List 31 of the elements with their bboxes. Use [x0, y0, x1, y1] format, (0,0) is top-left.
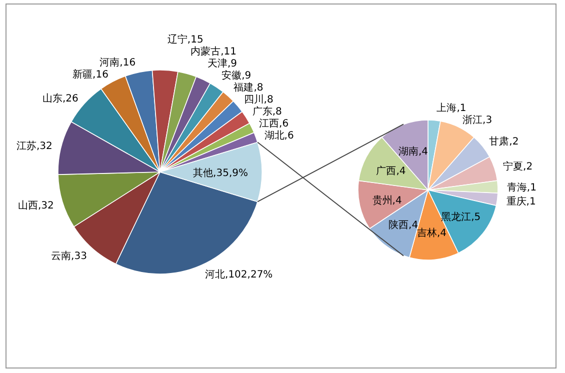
- slice-label: 河南,16: [100, 56, 136, 69]
- slice-label: 浙江,3: [462, 114, 492, 126]
- slice-label: 陕西,4: [388, 218, 418, 231]
- slice-label: 广西,4: [376, 165, 406, 178]
- slice-label: 青海,1: [506, 181, 536, 194]
- slice-label: 辽宁,15: [167, 33, 204, 46]
- slice-label: 河北,102: [205, 268, 248, 281]
- slice-label: 山西,32: [18, 199, 54, 212]
- slice-label: 新疆,16: [72, 68, 108, 81]
- slice-label: 湖南,4: [398, 146, 428, 158]
- text: ,27%: [247, 270, 273, 281]
- slice-label: 福建,8: [234, 81, 264, 94]
- slice-label: 江苏,32: [16, 140, 52, 152]
- slice-label: 云南,33: [51, 250, 87, 262]
- slice-label: 重庆,1: [506, 196, 536, 208]
- slice-label: 内蒙古,11: [190, 45, 236, 58]
- slice-label: 四川,8: [244, 93, 274, 106]
- slice-label: 江西,6: [259, 117, 289, 130]
- slice-label: 其他,35: [193, 167, 229, 179]
- slice-label: 天津,9: [207, 57, 238, 70]
- slice-label: 贵州,4: [372, 194, 402, 206]
- slice-label: 甘肃,2: [489, 136, 519, 148]
- slice-label: 广东,8: [252, 105, 282, 118]
- slice-label: 安徽,9: [222, 69, 252, 82]
- slice-label: 吉林,4: [416, 226, 447, 239]
- slice-label: 黑龙江,5: [441, 211, 481, 224]
- slice-label: 湖北,6: [264, 129, 294, 142]
- slice-label: 山东,26: [42, 92, 78, 105]
- slice-label: 上海,1: [436, 102, 466, 114]
- slice-label: 宁夏,2: [503, 160, 533, 173]
- text: ,9%: [228, 168, 248, 179]
